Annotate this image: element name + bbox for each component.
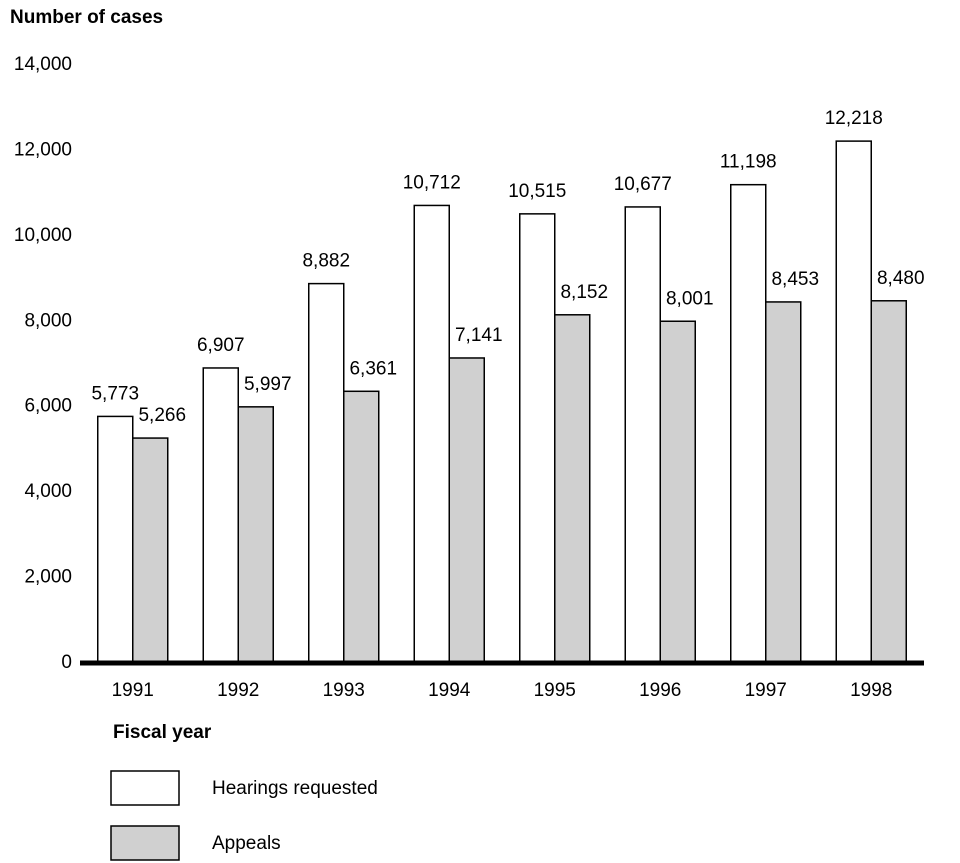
x-tick-label: 1996: [639, 680, 681, 701]
x-tick-label: 1992: [217, 680, 259, 701]
bar: [554, 314, 591, 664]
data-label: 10,712: [403, 172, 461, 193]
y-tick-label: 8,000: [24, 310, 72, 331]
bar: [870, 300, 907, 664]
y-tick-label: 4,000: [24, 481, 72, 502]
bar: [202, 367, 239, 664]
x-tick-label: 1994: [428, 680, 471, 701]
y-tick-label: 2,000: [24, 567, 72, 588]
y-tick-label: 0: [61, 652, 72, 673]
data-label: 8,001: [666, 288, 714, 309]
data-label: 6,361: [349, 358, 397, 379]
x-axis-title: Fiscal year: [113, 722, 212, 743]
data-label: 8,480: [877, 268, 925, 289]
data-label: 5,773: [91, 383, 139, 404]
x-tick-label: 1993: [323, 680, 365, 701]
data-label: 11,198: [720, 152, 777, 173]
data-label: 8,152: [560, 282, 608, 303]
legend-swatch: [110, 825, 180, 861]
data-label: 6,907: [197, 335, 245, 356]
y-tick-label: 12,000: [14, 139, 72, 160]
legend-swatch: [110, 770, 180, 806]
bar: [237, 406, 274, 664]
bar: [519, 213, 556, 664]
data-label: 5,997: [244, 374, 292, 395]
bar: [835, 140, 872, 664]
y-axis-title: Number of cases: [10, 7, 163, 28]
legend-label: Appeals: [212, 833, 281, 854]
bar: [132, 437, 169, 664]
x-tick-label: 1995: [534, 680, 576, 701]
bar: [308, 282, 345, 664]
bar: [97, 415, 134, 664]
bar: [343, 390, 380, 664]
y-tick-label: 14,000: [14, 54, 72, 75]
data-label: 10,515: [508, 181, 566, 202]
bar: [413, 204, 450, 664]
data-label: 8,453: [771, 269, 819, 290]
data-label: 8,882: [302, 251, 350, 272]
y-tick-label: 6,000: [24, 396, 72, 417]
data-label: 7,141: [455, 325, 503, 346]
legend-label: Hearings requested: [212, 778, 378, 799]
bar: [765, 301, 802, 664]
x-tick-label: 1998: [850, 680, 892, 701]
bar: [730, 183, 767, 664]
x-tick-label: 1991: [112, 680, 154, 701]
bar: [448, 357, 485, 664]
data-label: 10,677: [614, 174, 672, 195]
x-tick-label: 1997: [745, 680, 787, 701]
y-tick-label: 10,000: [14, 225, 72, 246]
bar: [624, 206, 661, 664]
data-label: 5,266: [138, 405, 186, 426]
bar: [659, 320, 696, 664]
data-label: 12,218: [825, 108, 883, 129]
